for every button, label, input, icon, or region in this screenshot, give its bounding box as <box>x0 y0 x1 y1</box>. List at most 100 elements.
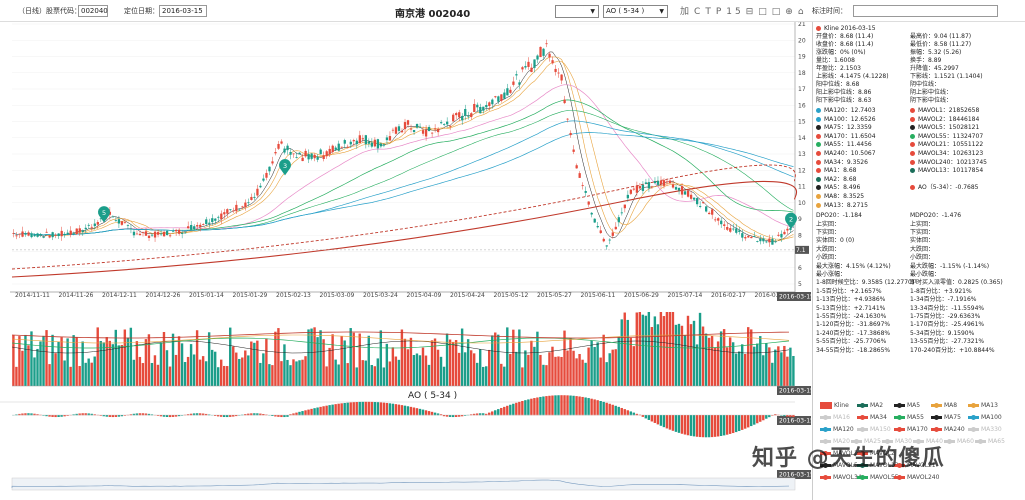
ma-row-left-text: MA240：10.5067 <box>824 150 876 157</box>
legend-item-ma5[interactable]: MA5 <box>894 402 920 409</box>
ao-bar <box>361 401 364 416</box>
ao-bar <box>756 415 759 424</box>
legend-item-mavol5[interactable]: MAVOL5 <box>820 462 858 469</box>
legend-item-ma75[interactable]: MA75 <box>931 414 961 421</box>
price-tick-label: 12 <box>798 167 806 174</box>
ao-bar <box>707 415 711 438</box>
tool-frame-icon[interactable]: □ <box>758 7 770 17</box>
legend-item-mavol55[interactable]: MAVOL55 <box>857 474 899 481</box>
legend-item-ma8[interactable]: MA8 <box>931 402 957 409</box>
legend-item-mavol240[interactable]: MAVOL240 <box>894 474 939 481</box>
kline-title: Kline 2016-03-15 <box>816 25 876 33</box>
legend-item-mavol34[interactable]: MAVOL34 <box>820 474 862 481</box>
legend-item-ma100[interactable]: MA100 <box>968 414 1002 421</box>
legend-item-ma13[interactable]: MA13 <box>968 402 998 409</box>
ma-row-left: MA100：12.6526 <box>816 116 876 124</box>
candle-body <box>551 60 554 64</box>
candle-body <box>578 173 581 178</box>
legend-item-ma55[interactable]: MA55 <box>894 414 924 421</box>
candle-body <box>42 236 45 238</box>
x-tick-label: 2015-07-14 <box>668 292 703 299</box>
legend-item-ma40[interactable]: MA40 <box>913 438 943 445</box>
ao-bar <box>90 413 93 416</box>
volume-bar <box>126 337 130 386</box>
stat-row-left: 实体回：0 (0) <box>816 237 854 245</box>
tool-c[interactable]: C <box>694 7 704 17</box>
candle-body <box>72 232 75 234</box>
legend-item-ma330[interactable]: MA330 <box>968 426 1002 433</box>
locate-date-input[interactable]: 2016-03-15 <box>159 5 207 17</box>
volume-bar <box>337 364 340 386</box>
candle-body <box>458 112 461 118</box>
volume-bar <box>180 343 184 386</box>
candle-body <box>322 155 325 159</box>
volume-bar <box>753 346 756 386</box>
legend-item-ma20[interactable]: MA20 <box>820 438 850 445</box>
tool-15[interactable]: 15 <box>726 7 744 17</box>
legend-item-ma34[interactable]: MA34 <box>857 414 887 421</box>
info-row-left-text: 阳上影中位线：8.86 <box>816 89 872 96</box>
ao-bar <box>298 411 301 416</box>
tool-add[interactable]: 加 <box>680 7 693 17</box>
indicator-select-1[interactable]: ▼ <box>555 5 599 18</box>
ao-bar <box>280 415 283 418</box>
legend-swatch-icon <box>857 415 868 420</box>
volume-bar <box>590 340 593 386</box>
legend-item-mavol2[interactable]: MAVOL2 <box>857 450 895 457</box>
volume-bar <box>466 339 470 386</box>
legend-item-ma16[interactable]: MA16 <box>820 414 850 421</box>
ao-bar <box>650 415 654 422</box>
ao-bar <box>737 415 741 432</box>
stock-chart[interactable]: 21 20 19 18 17 16 15 14 13 12 11 10 9 8 7.1 6 5 2014-11-1… <box>0 22 812 500</box>
ao-bar <box>542 396 545 416</box>
legend-item-ma150[interactable]: MA150 <box>857 426 891 433</box>
legend-item-ma60[interactable]: MA60 <box>944 438 974 445</box>
tool-zoom-icon[interactable]: ⊕ <box>785 7 796 17</box>
legend-item-ma170[interactable]: MA170 <box>894 426 928 433</box>
stock-code-input[interactable]: 002040 <box>78 5 108 17</box>
tool-frame2-icon[interactable]: □ <box>771 7 784 17</box>
volume-bar <box>274 331 277 386</box>
legend-item-ma25[interactable]: MA25 <box>851 438 881 445</box>
ma-row-left: MA13：8.2715 <box>816 202 868 210</box>
legend-item-ma2[interactable]: MA2 <box>857 402 883 409</box>
candle-body <box>759 238 762 242</box>
tool-home-icon[interactable]: ⌂ <box>797 7 807 17</box>
volume-bar <box>725 347 729 386</box>
legend-swatch-icon <box>944 439 955 444</box>
legend-item-mavol21[interactable]: MAVOL21 <box>894 462 936 469</box>
candle-body <box>250 196 253 200</box>
ao-bar <box>774 414 777 416</box>
mark-time-input[interactable] <box>853 5 998 17</box>
volume-bar <box>491 335 494 386</box>
legend-swatch-icon <box>913 439 924 444</box>
tool-t[interactable]: T <box>705 7 714 17</box>
volume-bar <box>460 328 464 386</box>
candle-body <box>557 72 560 74</box>
volume-bar <box>165 350 169 386</box>
candle-body <box>286 145 289 151</box>
ma120-line <box>13 132 794 236</box>
legend-item-kline[interactable]: Kline <box>820 402 849 409</box>
volume-bar <box>572 350 575 386</box>
indicator-select-2[interactable]: AO ( 5-34 ) ▼ <box>603 5 668 18</box>
legend-item-ma65[interactable]: MA65 <box>975 438 1005 445</box>
legend-item-mavol13[interactable]: MAVOL13 <box>857 462 899 469</box>
legend-item-mavol1[interactable]: MAVOL1 <box>820 450 858 457</box>
legend-item-ma240[interactable]: MA240 <box>931 426 965 433</box>
ao-bar <box>21 413 24 416</box>
volume-bar <box>707 337 711 386</box>
date-tag-label: 2016-03-15 <box>779 294 812 301</box>
legend-item-ma30[interactable]: MA30 <box>882 438 912 445</box>
volume-bar <box>72 335 75 386</box>
volume-bar <box>90 362 93 386</box>
tool-p[interactable]: P <box>715 7 725 17</box>
tool-box-icon[interactable]: ⊟ <box>745 7 757 17</box>
volume-bar <box>659 312 663 386</box>
ao-bar <box>144 413 148 416</box>
legend-item-ma120[interactable]: MA120 <box>820 426 854 433</box>
ao-bar <box>198 413 202 416</box>
volume-bar <box>177 336 181 386</box>
ma-row-right: MAVOL240：10213745 <box>910 159 987 167</box>
ma-row-right-text: MAVOL5：15028121 <box>918 124 980 132</box>
